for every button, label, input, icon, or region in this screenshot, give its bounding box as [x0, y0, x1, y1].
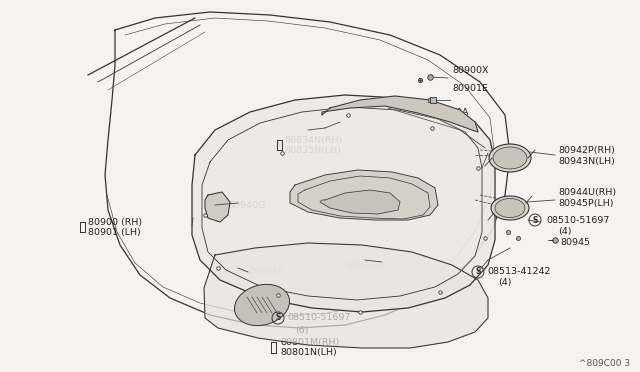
- Text: 80801M(RH): 80801M(RH): [280, 337, 339, 346]
- Ellipse shape: [495, 199, 525, 218]
- Text: S: S: [532, 215, 538, 224]
- Text: 08513-41242: 08513-41242: [487, 267, 550, 276]
- Text: 80834N(RH): 80834N(RH): [284, 135, 342, 144]
- Text: 08510-51697: 08510-51697: [546, 215, 609, 224]
- Text: 80940G: 80940G: [228, 201, 265, 209]
- Text: S: S: [275, 314, 281, 323]
- Text: 80901 (LH): 80901 (LH): [88, 228, 141, 237]
- Text: 80942P(RH): 80942P(RH): [558, 145, 615, 154]
- Text: (4): (4): [498, 279, 511, 288]
- Text: 80945P(LH): 80945P(LH): [558, 199, 614, 208]
- Text: 80944U(RH): 80944U(RH): [558, 187, 616, 196]
- Text: 80900 (RH): 80900 (RH): [88, 218, 142, 227]
- Polygon shape: [192, 95, 495, 312]
- Polygon shape: [204, 243, 488, 348]
- Ellipse shape: [234, 284, 289, 326]
- Polygon shape: [320, 190, 400, 214]
- Ellipse shape: [489, 144, 531, 172]
- Text: 80943N(LH): 80943N(LH): [558, 157, 615, 166]
- Text: 80901E: 80901E: [452, 83, 488, 93]
- Text: 80945: 80945: [560, 237, 590, 247]
- Text: 80900A: 80900A: [432, 108, 468, 116]
- Text: (6): (6): [295, 326, 308, 334]
- Text: 80901E: 80901E: [248, 267, 284, 276]
- Text: 80900X: 80900X: [452, 65, 488, 74]
- Text: 80835N(LH): 80835N(LH): [284, 145, 341, 154]
- Ellipse shape: [493, 147, 527, 169]
- Polygon shape: [322, 96, 478, 132]
- Text: S: S: [476, 267, 481, 276]
- Text: 80900A: 80900A: [345, 260, 381, 269]
- Text: ^809C00 3: ^809C00 3: [579, 359, 630, 368]
- Polygon shape: [205, 192, 230, 222]
- Polygon shape: [290, 170, 438, 220]
- Text: 08510-51697: 08510-51697: [287, 314, 350, 323]
- Text: (4): (4): [558, 227, 572, 235]
- Ellipse shape: [491, 196, 529, 220]
- Text: 80801N(LH): 80801N(LH): [280, 349, 337, 357]
